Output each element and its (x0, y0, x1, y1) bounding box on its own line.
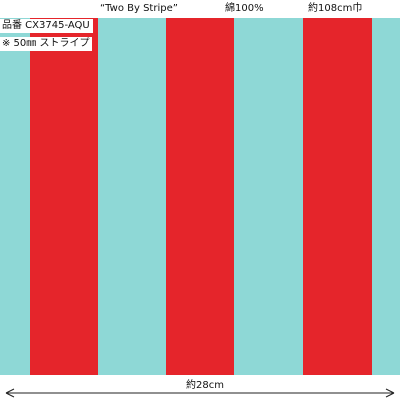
swatch-width: 約28cm (184, 380, 226, 392)
stripe-size: ※ 50㎜ ストライプ (0, 37, 93, 51)
red-stripe (303, 18, 372, 375)
red-stripe (30, 18, 98, 375)
material: 綿100% (225, 3, 264, 14)
product-name: “Two By Stripe” (100, 3, 178, 14)
red-stripe (166, 18, 234, 375)
fabric-width: 約108cm巾 (308, 3, 363, 14)
arrow-head-right (385, 388, 395, 398)
arrow-head-left (5, 388, 15, 398)
product-code: 品番 CX3745-AQU (0, 19, 93, 33)
